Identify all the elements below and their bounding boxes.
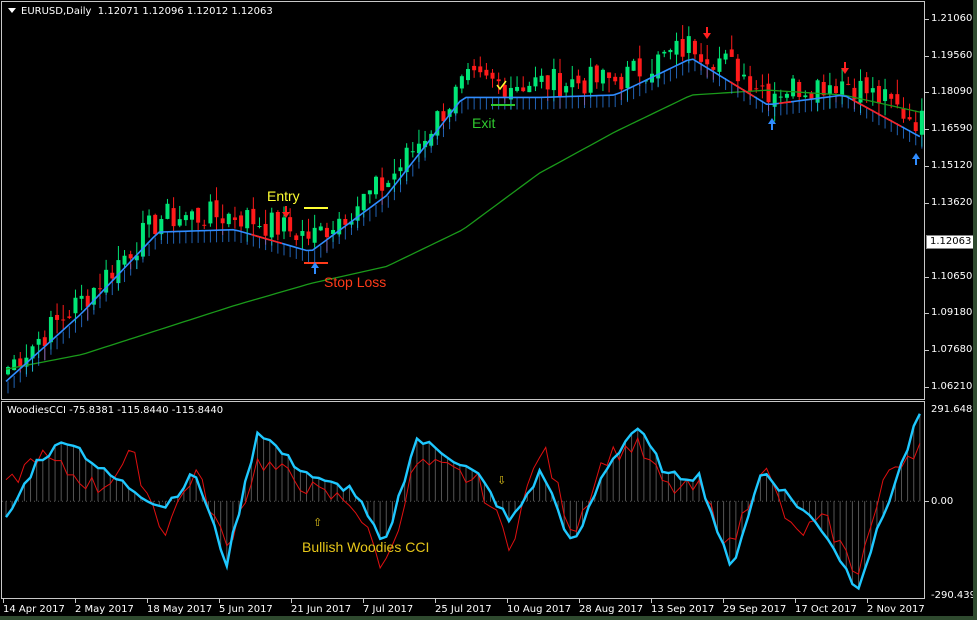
svg-text:⇧: ⇧ bbox=[313, 516, 322, 529]
price-label: 1.06210 bbox=[931, 381, 973, 392]
price-tick bbox=[925, 56, 929, 57]
cci-chart-canvas[interactable]: ⇧⇩ bbox=[2, 402, 926, 600]
bullish-cci-annotation: Bullish Woodies CCI bbox=[302, 539, 430, 555]
cci-min-label: -290.4393 bbox=[931, 590, 977, 601]
chart-title: EURUSD,Daily 1.12071 1.12096 1.12012 1.1… bbox=[8, 6, 273, 17]
cci-tick bbox=[925, 501, 929, 502]
date-label: 21 Jun 2017 bbox=[291, 604, 352, 615]
exit-annotation: Exit bbox=[472, 115, 496, 131]
indicator-title: WoodiesCCI -75.8381 -115.8440 -115.8440 bbox=[7, 405, 224, 416]
cci-max-label: 291.6485 bbox=[931, 404, 977, 415]
price-label: 1.15120 bbox=[931, 160, 973, 171]
entry-annotation: Entry bbox=[267, 188, 300, 204]
date-label: 5 Jun 2017 bbox=[219, 604, 273, 615]
price-tick bbox=[925, 166, 929, 167]
price-tick bbox=[925, 92, 929, 93]
date-label: 25 Jul 2017 bbox=[435, 604, 492, 615]
price-tick bbox=[925, 129, 929, 130]
price-label: 1.13620 bbox=[931, 197, 973, 208]
current-price-tag: 1.12063 bbox=[926, 235, 976, 249]
price-tick bbox=[925, 313, 929, 314]
date-label: 17 Oct 2017 bbox=[795, 604, 857, 615]
cci-zero-label: 0.00 bbox=[931, 496, 954, 507]
price-tick bbox=[925, 19, 929, 20]
price-label: 1.19560 bbox=[931, 50, 973, 61]
window-border bbox=[973, 0, 977, 620]
date-label: 10 Aug 2017 bbox=[507, 604, 572, 615]
ohlc-values: 1.12071 1.12096 1.12012 1.12063 bbox=[97, 6, 273, 17]
date-label: 2 May 2017 bbox=[75, 604, 134, 615]
date-label: 29 Sep 2017 bbox=[723, 604, 787, 615]
price-label: 1.18090 bbox=[931, 86, 973, 97]
price-chart-canvas[interactable] bbox=[2, 2, 926, 401]
price-label: 1.09180 bbox=[931, 307, 973, 318]
date-label: 28 Aug 2017 bbox=[579, 604, 644, 615]
price-label: 1.07680 bbox=[931, 344, 973, 355]
stop-loss-annotation: Stop Loss bbox=[324, 274, 387, 290]
price-tick bbox=[925, 203, 929, 204]
date-label: 7 Jul 2017 bbox=[363, 604, 414, 615]
woodies-cci-pane[interactable]: ⇧ ⇩ WoodiesCCI -75.8381 -115.8440 -115.84… bbox=[1, 401, 925, 599]
symbol-title: EURUSD,Daily bbox=[21, 6, 92, 17]
date-label: 14 Apr 2017 bbox=[3, 604, 65, 615]
price-label: 1.10650 bbox=[931, 271, 973, 282]
price-tick bbox=[925, 387, 929, 388]
date-label: 18 May 2017 bbox=[147, 604, 213, 615]
date-label: 13 Sep 2017 bbox=[651, 604, 715, 615]
price-chart-pane[interactable]: EURUSD,Daily 1.12071 1.12096 1.12012 1.1… bbox=[1, 1, 925, 400]
dropdown-triangle-icon[interactable] bbox=[8, 8, 16, 13]
svg-text:⇩: ⇩ bbox=[497, 474, 506, 487]
price-label: 1.16590 bbox=[931, 123, 973, 134]
price-label: 1.21060 bbox=[931, 13, 973, 24]
window-border bbox=[0, 616, 977, 620]
date-label: 2 Nov 2017 bbox=[867, 604, 925, 615]
price-tick bbox=[925, 350, 929, 351]
price-tick bbox=[925, 277, 929, 278]
